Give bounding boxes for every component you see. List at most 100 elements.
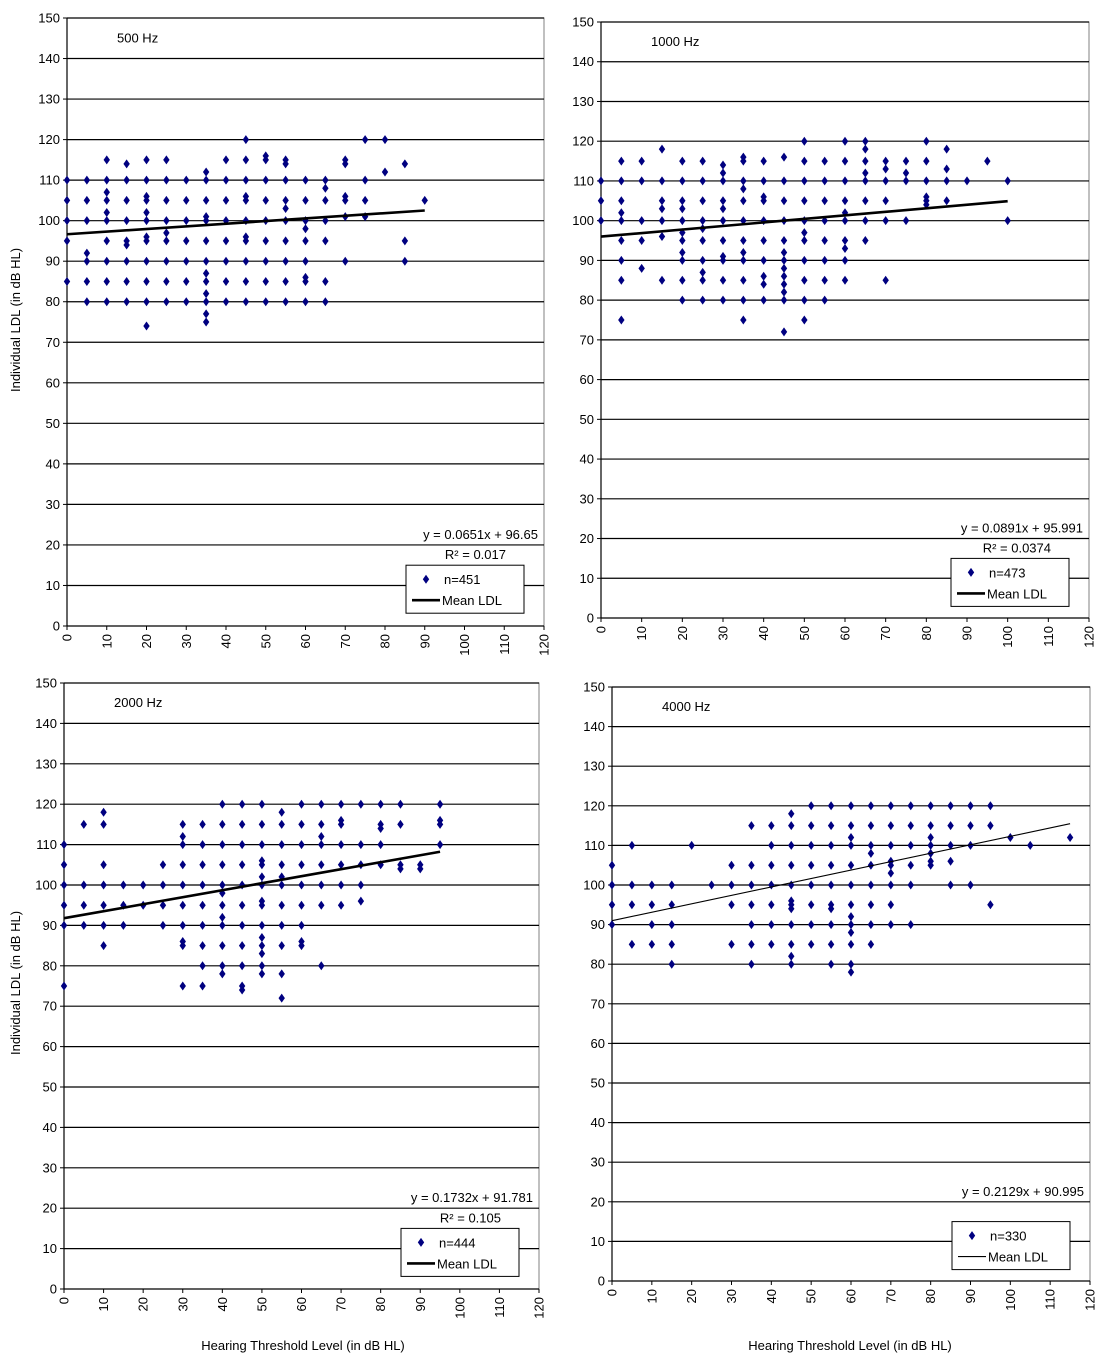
y-tick-label: 70: [46, 335, 60, 350]
data-point: [719, 168, 727, 178]
x-tick-label: 100: [457, 634, 472, 656]
data-point: [882, 196, 889, 206]
data-point: [748, 821, 755, 831]
y-axis-label-top: Individual LDL (in dB HL): [8, 248, 23, 392]
data-point: [827, 801, 835, 811]
data-point: [841, 156, 849, 166]
data-point: [862, 196, 869, 206]
data-point: [238, 880, 246, 890]
data-point: [801, 315, 808, 325]
mean-ldl-trendline: [66, 209, 425, 236]
data-point: [947, 856, 954, 866]
y-tick-label: 60: [591, 1036, 605, 1051]
data-point: [298, 900, 305, 910]
data-point: [401, 159, 409, 169]
data-point: [302, 236, 309, 246]
data-point: [943, 176, 950, 186]
data-point: [377, 799, 384, 809]
legend: n=451 Mean LDL: [405, 564, 525, 614]
data-point: [179, 819, 186, 829]
data-point: [322, 276, 329, 286]
data-point: [780, 287, 788, 297]
data-point: [780, 279, 788, 289]
x-tick-label: 30: [716, 626, 731, 640]
data-point: [183, 276, 190, 286]
x-tick-label: 70: [338, 634, 353, 648]
data-point: [357, 880, 365, 890]
data-point: [668, 880, 675, 890]
data-point: [278, 920, 285, 930]
data-point: [1007, 832, 1014, 842]
data-point: [222, 175, 230, 185]
data-point: [688, 840, 695, 850]
data-point: [60, 880, 68, 890]
data-point: [199, 880, 206, 890]
data-point: [63, 175, 71, 185]
data-point: [238, 941, 246, 951]
legend-line-label: Mean LDL: [988, 1250, 1048, 1265]
data-point: [202, 317, 210, 327]
data-point: [788, 821, 795, 831]
data-point: [298, 880, 305, 890]
y-axis-label-bottom: Individual LDL (in dB HL): [8, 911, 23, 1055]
data-point: [401, 236, 409, 246]
panel-frequency-label: 1000 Hz: [651, 34, 699, 49]
data-point: [618, 208, 625, 218]
y-tick-label: 20: [43, 1201, 57, 1216]
data-point: [143, 208, 150, 218]
data-point: [381, 167, 389, 177]
regression-equation: y = 0.2129x + 90.995: [962, 1184, 1084, 1199]
y-tick-label: 40: [591, 1115, 605, 1130]
x-tick-label: 100: [1003, 1289, 1018, 1311]
x-tick-label: 120: [537, 634, 552, 656]
x-tick-label: 0: [594, 626, 609, 633]
data-point: [841, 196, 849, 206]
data-point: [159, 860, 167, 870]
data-point: [608, 860, 616, 870]
data-point: [699, 236, 706, 246]
data-point: [728, 880, 735, 890]
data-point: [847, 821, 855, 831]
data-point: [143, 175, 150, 185]
data-point: [258, 799, 266, 809]
x-tick-label: 60: [298, 634, 313, 648]
data-point: [337, 900, 345, 910]
data-point: [648, 939, 656, 949]
data-point: [282, 256, 289, 266]
y-tick-label: 90: [580, 253, 594, 268]
data-point: [242, 236, 250, 246]
x-tick-label: 60: [844, 1289, 859, 1303]
data-point: [679, 275, 686, 285]
data-point: [436, 819, 444, 829]
data-point: [63, 195, 71, 205]
data-point: [143, 195, 150, 205]
y-tick-label: 40: [43, 1120, 57, 1135]
x-tick-label: 60: [838, 626, 853, 640]
data-point: [318, 840, 325, 850]
data-point: [401, 256, 409, 266]
data-point: [357, 896, 365, 906]
data-point: [103, 155, 110, 165]
data-point: [258, 872, 266, 882]
data-point: [740, 184, 747, 194]
legend-markers-label: n=444: [439, 1235, 476, 1250]
x-tick-label: 110: [1041, 626, 1056, 647]
y-tick-label: 130: [572, 94, 594, 109]
legend-box: [405, 564, 525, 614]
y-tick-label: 110: [573, 173, 594, 188]
data-point: [841, 236, 849, 246]
data-point: [788, 920, 795, 930]
y-tick-label: 50: [43, 1080, 57, 1095]
data-point: [618, 196, 625, 206]
data-point: [679, 295, 686, 305]
r-squared-label: R² = 0.0374: [983, 540, 1051, 555]
data-point: [1027, 840, 1034, 850]
data-point: [202, 195, 210, 205]
data-point: [83, 248, 91, 258]
data-point: [618, 156, 625, 166]
data-point: [987, 900, 994, 910]
data-point: [298, 819, 305, 829]
legend-box: [950, 557, 1070, 607]
data-point: [780, 236, 788, 246]
data-point: [322, 183, 329, 193]
